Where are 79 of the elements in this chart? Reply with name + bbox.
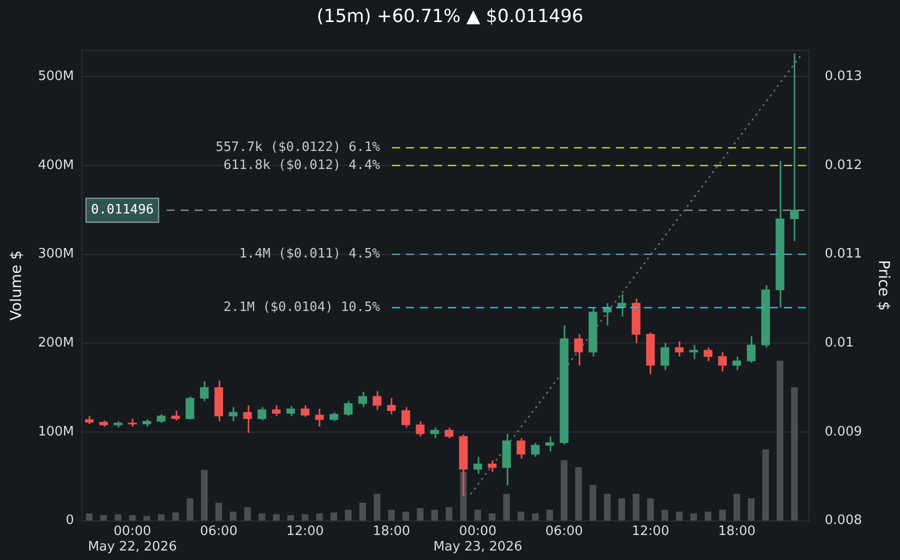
- bar: [86, 513, 93, 521]
- bar: [647, 498, 654, 521]
- bar: [172, 512, 179, 521]
- bar: [100, 515, 107, 521]
- bar: [158, 514, 165, 521]
- bar: [546, 510, 554, 521]
- y-tick-label: 400M: [38, 158, 74, 173]
- bar: [590, 484, 596, 521]
- bar: [129, 515, 136, 521]
- bar: [302, 514, 308, 521]
- bar: [201, 470, 208, 521]
- x-tick-label: 18:00: [372, 524, 410, 539]
- bar: [676, 512, 683, 521]
- x-tick-label: 18:00: [718, 524, 756, 539]
- bar: [402, 512, 410, 521]
- bar: [287, 515, 294, 521]
- y-tick-label: 200M: [38, 336, 74, 351]
- bar: [474, 510, 482, 521]
- bar: [503, 494, 510, 521]
- x-tick-label: 06:00: [545, 524, 583, 539]
- candlestick: [171, 410, 180, 422]
- bar: [272, 514, 280, 521]
- bar: [316, 513, 323, 521]
- bar: [662, 510, 668, 521]
- ref-line-label: 0.011496: [91, 202, 154, 218]
- bar: [748, 498, 755, 521]
- bar: [244, 507, 251, 521]
- bar: [388, 510, 395, 521]
- bar: [258, 513, 266, 521]
- bar: [416, 508, 424, 521]
- y2-tick-label: 0.01: [824, 336, 854, 351]
- bar: [344, 510, 352, 521]
- y2-tick-label: 0.008: [824, 513, 862, 528]
- bar: [374, 494, 380, 521]
- x-tick-label: 00:00 May 22, 2026: [88, 524, 177, 555]
- y-tick-label: 500M: [38, 69, 74, 84]
- y2-tick-label: 0.009: [824, 424, 862, 440]
- candlestick: [128, 418, 137, 428]
- bar: [632, 494, 640, 521]
- x-tick-label: 12:00: [632, 524, 670, 539]
- bar: [488, 513, 496, 521]
- bar: [518, 512, 524, 521]
- bar: [762, 449, 769, 521]
- bar: [704, 512, 712, 521]
- bar: [215, 502, 222, 521]
- y-tick-label: 300M: [38, 246, 74, 262]
- x-tick-label: 12:00: [286, 524, 324, 539]
- bar: [114, 514, 122, 521]
- bar: [575, 467, 582, 521]
- ref-line-label: 2.1M ($0.0104) 10.5%: [223, 300, 380, 315]
- bar: [330, 512, 338, 521]
- y-axis-title: Volume $: [6, 250, 25, 320]
- y-tick-label: 100M: [38, 424, 74, 440]
- bar: [431, 510, 438, 521]
- y-tick-label: 0: [66, 513, 74, 528]
- bar: [719, 510, 726, 521]
- ref-line-label: 611.8k ($0.012) 4.4%: [223, 158, 380, 173]
- ref-line-label: 1.4M ($0.011) 4.5%: [239, 246, 380, 262]
- bar: [143, 516, 150, 521]
- y2-tick-label: 0.011: [824, 246, 862, 262]
- ref-line-label: 557.7k ($0.0122) 6.1%: [216, 140, 380, 156]
- chart-title: (15m) +60.71% ▲ $0.011496: [316, 6, 584, 27]
- y2-axis-title: Price $: [875, 260, 894, 311]
- bar: [446, 507, 452, 521]
- bar: [560, 460, 568, 521]
- bar: [186, 498, 194, 521]
- bar: [230, 512, 236, 521]
- bar: [604, 494, 611, 521]
- y2-tick-label: 0.012: [824, 158, 862, 173]
- bar: [618, 498, 626, 521]
- bar: [776, 360, 784, 521]
- bar: [359, 502, 366, 521]
- y2-tick-label: 0.013: [824, 69, 862, 84]
- bar: [532, 513, 539, 521]
- bar: [734, 494, 740, 521]
- x-tick-label: 06:00: [200, 524, 238, 539]
- bar: [791, 387, 798, 521]
- bar: [690, 513, 697, 521]
- x-tick-label: 00:00 May 23, 2026: [433, 524, 522, 555]
